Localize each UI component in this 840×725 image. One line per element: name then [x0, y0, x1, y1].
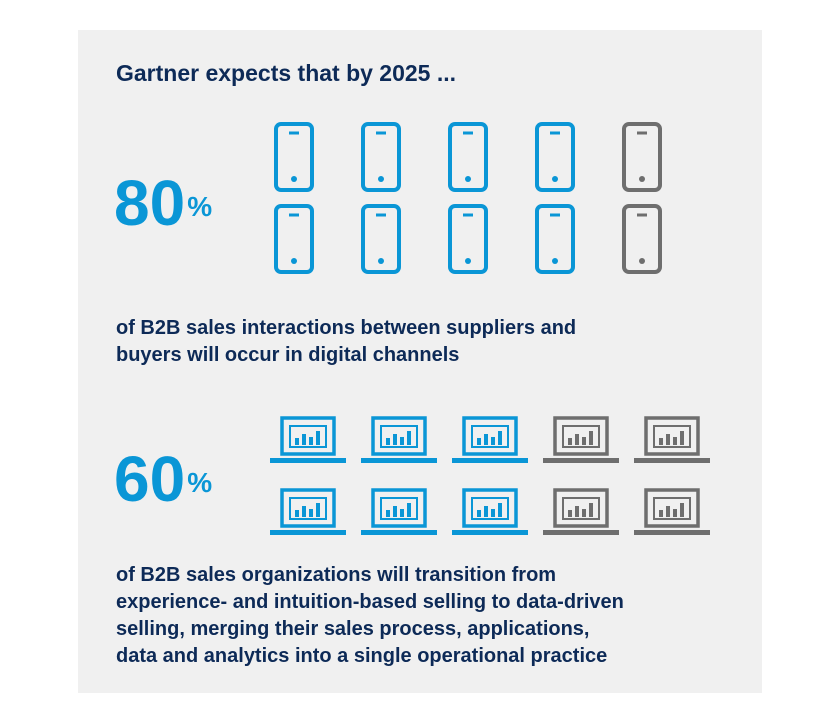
smartphone-icon-filled — [448, 122, 488, 192]
laptop-chart-icon-empty — [543, 488, 619, 535]
description-data-driven-selling: of B2B sales organizations will transiti… — [116, 562, 624, 670]
stat-60-unit: % — [187, 467, 213, 498]
stat-60-number: 60 — [114, 443, 186, 515]
laptop-chart-icon-filled — [452, 488, 528, 535]
laptop-chart-icon-filled — [452, 416, 528, 463]
description-digital-channels: of B2B sales interactions between suppli… — [116, 315, 576, 369]
description-line: data and analytics into a single operati… — [116, 645, 608, 667]
stat-60-percent: 60% — [114, 447, 212, 511]
smartphone-icon-filled — [448, 204, 488, 274]
laptop-chart-icon-filled — [361, 416, 437, 463]
smartphone-icon-filled — [274, 122, 314, 192]
smartphone-pictogram — [274, 122, 662, 274]
laptop-pictogram — [270, 416, 710, 535]
smartphone-icon-filled — [535, 122, 575, 192]
smartphone-icon-empty — [622, 204, 662, 274]
description-line: selling, merging their sales process, ap… — [116, 618, 590, 640]
stat-80-number: 80 — [114, 167, 186, 239]
smartphone-icon-filled — [361, 122, 401, 192]
description-line: buyers will occur in digital channels — [116, 344, 460, 366]
stat-80-unit: % — [187, 191, 213, 222]
laptop-chart-icon-empty — [634, 416, 710, 463]
laptop-chart-icon-empty — [634, 488, 710, 535]
laptop-chart-icon-filled — [361, 488, 437, 535]
smartphone-icon-filled — [535, 204, 575, 274]
smartphone-icon-filled — [274, 204, 314, 274]
stat-80-percent: 80% — [114, 171, 212, 235]
smartphone-icon-filled — [361, 204, 401, 274]
laptop-chart-icon-empty — [543, 416, 619, 463]
laptop-chart-icon-filled — [270, 488, 346, 535]
description-line: experience- and intuition-based selling … — [116, 591, 624, 613]
smartphone-icon-empty — [622, 122, 662, 192]
description-line: of B2B sales interactions between suppli… — [116, 317, 577, 339]
infographic-card: Gartner expects that by 2025 ... 80% of … — [78, 30, 762, 693]
infographic-title: Gartner expects that by 2025 ... — [116, 60, 457, 86]
laptop-chart-icon-filled — [270, 416, 346, 463]
description-line: of B2B sales organizations will transiti… — [116, 564, 557, 586]
